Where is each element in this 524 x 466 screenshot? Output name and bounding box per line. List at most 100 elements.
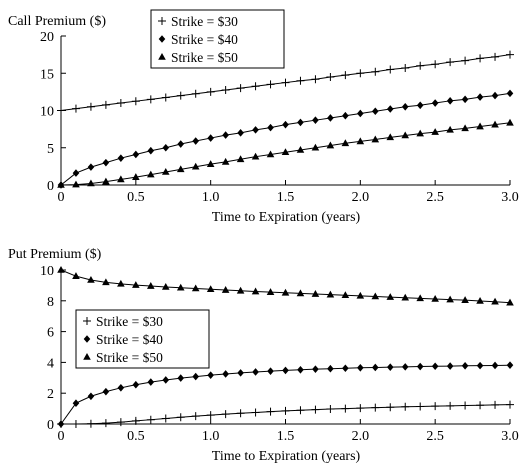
x-axis-label: Time to Expiration (years) <box>212 210 361 225</box>
y-tick-label: 15 <box>40 67 54 82</box>
series-strike-40 <box>58 361 514 427</box>
legend-label: Strike = $40 <box>171 32 238 47</box>
legend-label: Strike = $50 <box>96 350 163 365</box>
x-tick-label: 2.5 <box>426 429 444 444</box>
data-point <box>356 404 364 412</box>
data-point <box>222 131 229 139</box>
data-point <box>387 363 394 371</box>
data-point <box>492 92 499 100</box>
data-point <box>491 401 499 409</box>
data-point <box>222 410 230 418</box>
data-point <box>162 414 170 422</box>
data-point <box>327 114 334 122</box>
data-point <box>207 411 215 419</box>
data-point <box>118 154 125 162</box>
data-point <box>267 408 275 416</box>
data-point <box>147 95 155 103</box>
x-axis-label: Time to Expiration (years) <box>212 449 361 464</box>
data-point <box>357 364 364 372</box>
data-point <box>133 381 140 389</box>
data-point <box>386 403 394 411</box>
data-point <box>252 126 259 134</box>
x-tick-label: 0 <box>58 190 65 205</box>
data-point <box>356 69 364 77</box>
legend-item-strike-30: Strike = $30 <box>158 14 238 29</box>
data-point <box>327 365 334 373</box>
legend-item-strike-50: Strike = $50 <box>158 50 238 65</box>
data-point <box>117 99 125 107</box>
data-point <box>267 367 274 375</box>
data-point <box>311 75 319 83</box>
y-tick-label: 10 <box>40 105 54 120</box>
data-point <box>117 418 125 426</box>
data-point <box>386 66 394 74</box>
call-premium-chart: Call Premium ($) 0 0.5 1.0 1.5 2.0 2.5 3.0 0 5 10… <box>8 10 519 225</box>
data-point <box>342 364 349 372</box>
y-tick-label: 0 <box>47 418 54 433</box>
data-point <box>341 405 349 413</box>
y-tick-label: 5 <box>47 142 54 157</box>
y-tick-label: 4 <box>47 356 54 371</box>
data-point <box>207 134 214 142</box>
data-point <box>312 365 319 373</box>
data-point <box>118 384 125 392</box>
data-point <box>311 406 319 414</box>
data-point <box>506 51 514 59</box>
data-point <box>432 362 439 370</box>
data-point <box>102 419 110 427</box>
data-point <box>162 376 169 384</box>
data-point <box>177 92 185 100</box>
data-point <box>177 413 185 421</box>
y-tick-label: 2 <box>47 387 54 402</box>
data-point <box>401 64 409 72</box>
data-point <box>477 93 484 101</box>
data-point <box>73 169 80 177</box>
put-premium-chart: Put Premium ($) 0 0.5 1.0 1.5 2.0 2.5 3.002468… <box>8 247 519 464</box>
data-point <box>372 107 379 115</box>
data-point <box>252 408 260 416</box>
data-point <box>417 363 424 371</box>
data-point <box>88 392 95 400</box>
data-point <box>387 105 394 113</box>
data-point <box>461 402 469 410</box>
data-point <box>401 403 409 411</box>
data-point <box>341 71 349 79</box>
x-tick-label: 2.0 <box>352 190 370 205</box>
data-point <box>447 97 454 105</box>
data-point <box>132 97 140 105</box>
legend-label: Strike = $50 <box>171 50 238 65</box>
legend-label: Strike = $30 <box>171 14 238 29</box>
x-tick-label: 1.5 <box>277 429 295 444</box>
x-tick-label: 0.5 <box>127 190 145 205</box>
legend-entries: Strike = $30 Strike = $40 Strike = $50 <box>83 314 163 365</box>
data-point <box>506 119 514 126</box>
data-point <box>192 373 199 381</box>
data-point <box>177 140 184 148</box>
data-point <box>192 137 199 145</box>
data-point <box>282 79 290 87</box>
data-point <box>57 266 65 273</box>
data-point <box>371 404 379 412</box>
data-point <box>148 147 155 155</box>
data-point <box>431 402 439 410</box>
data-point <box>477 362 484 370</box>
y-tick-label: 20 <box>40 30 54 45</box>
data-point <box>72 420 80 428</box>
data-point <box>133 151 140 159</box>
legend-entries: Strike = $30 Strike = $40 Strike = $50 <box>158 14 238 65</box>
y-axis-label: Put Premium ($) <box>8 247 102 262</box>
y-tick-label: 0 <box>47 179 54 194</box>
x-tick-label: 0 <box>58 429 65 444</box>
data-point <box>237 129 244 137</box>
data-point <box>282 407 290 415</box>
legend-item-strike-40: Strike = $40 <box>159 32 238 47</box>
data-point <box>162 144 169 152</box>
data-point <box>326 73 334 81</box>
data-point <box>461 57 469 65</box>
data-point <box>177 374 184 382</box>
data-point <box>103 388 110 396</box>
data-point <box>507 90 514 98</box>
data-point <box>446 58 454 66</box>
data-point <box>267 124 274 132</box>
